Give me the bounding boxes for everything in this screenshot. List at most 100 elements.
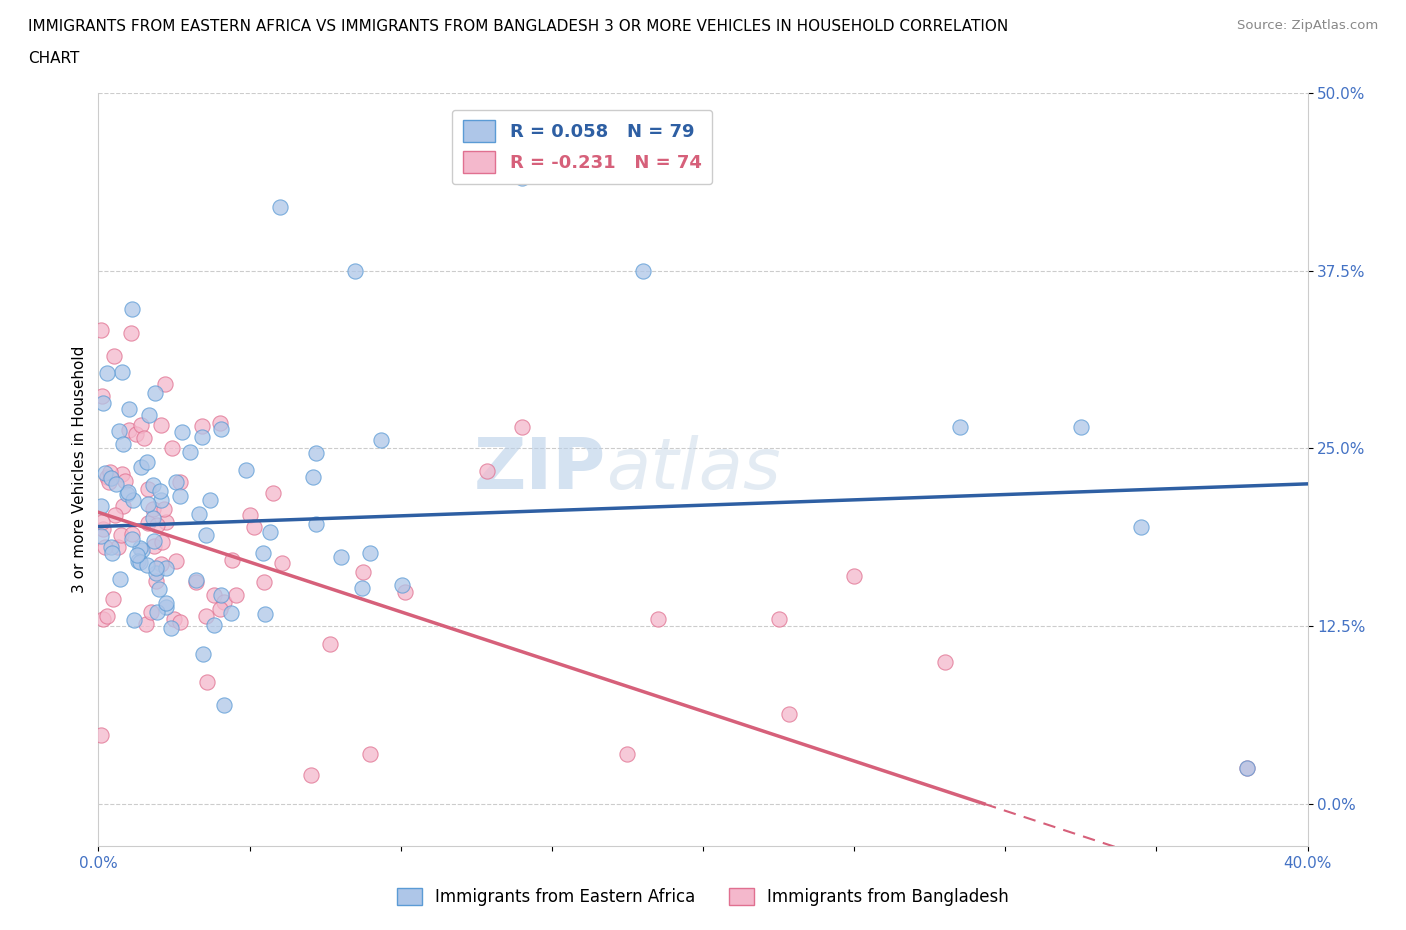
Point [169, 489, 191, 504]
Point [90, 389, 112, 404]
Y-axis label: 3 or more Vehicles in Household: 3 or more Vehicles in Household [72, 346, 87, 593]
Point [103, 507, 125, 522]
Point [1236, 761, 1258, 776]
Point [93, 466, 115, 481]
Point [221, 552, 243, 567]
Point [305, 445, 328, 460]
Point [145, 574, 167, 589]
Point [131, 543, 153, 558]
Legend: Immigrants from Eastern Africa, Immigrants from Bangladesh: Immigrants from Eastern Africa, Immigran… [391, 881, 1015, 912]
Point [350, 580, 373, 595]
Point [254, 607, 277, 622]
Point [111, 436, 134, 451]
Point [202, 588, 225, 603]
Point [110, 528, 132, 543]
Point [155, 561, 177, 576]
Point [169, 475, 191, 490]
Point [115, 486, 138, 501]
Point [370, 432, 392, 447]
Point [510, 419, 533, 434]
Point [91, 522, 114, 537]
Point [155, 599, 177, 614]
Point [475, 463, 498, 478]
Point [128, 540, 150, 555]
Point [117, 485, 139, 499]
Point [252, 546, 274, 561]
Point [153, 376, 176, 391]
Text: atlas: atlas [606, 435, 780, 504]
Point [299, 768, 322, 783]
Point [779, 707, 801, 722]
Point [616, 747, 638, 762]
Point [121, 492, 143, 507]
Point [187, 507, 209, 522]
Point [269, 199, 291, 214]
Point [235, 462, 257, 477]
Point [93, 395, 115, 410]
Point [96, 609, 118, 624]
Point [136, 557, 159, 572]
Point [107, 539, 129, 554]
Point [145, 561, 167, 576]
Point [259, 525, 281, 539]
Point [195, 674, 218, 689]
Point [114, 473, 136, 488]
Point [105, 476, 128, 491]
Point [129, 555, 152, 570]
Point [190, 430, 212, 445]
Point [129, 418, 152, 432]
Point [352, 565, 374, 579]
Point [190, 418, 212, 433]
Point [100, 546, 122, 561]
Point [90, 727, 112, 742]
Point [394, 584, 416, 599]
Point [122, 613, 145, 628]
Point [100, 539, 122, 554]
Text: ZIP: ZIP [474, 435, 606, 504]
Point [165, 553, 187, 568]
Point [155, 514, 177, 529]
Point [163, 612, 186, 627]
Point [160, 441, 183, 456]
Point [100, 464, 122, 479]
Point [125, 427, 148, 442]
Point [136, 496, 159, 511]
Point [202, 618, 225, 632]
Point [214, 698, 236, 712]
Point [149, 418, 172, 432]
Point [165, 474, 187, 489]
Point [949, 419, 972, 434]
Point [253, 574, 276, 589]
Point [139, 604, 162, 619]
Point [136, 515, 159, 530]
Point [1130, 519, 1153, 534]
Point [359, 545, 381, 560]
Point [121, 526, 143, 541]
Point [1070, 419, 1092, 434]
Point [1236, 761, 1258, 776]
Point [330, 550, 353, 565]
Point [142, 501, 165, 516]
Point [111, 365, 134, 379]
Point [103, 349, 125, 364]
Point [169, 615, 191, 630]
Point [149, 484, 172, 498]
Point [159, 621, 181, 636]
Point [103, 591, 125, 606]
Point [138, 407, 160, 422]
Point [142, 511, 165, 525]
Point [152, 501, 174, 516]
Point [118, 423, 141, 438]
Point [121, 301, 143, 316]
Text: IMMIGRANTS FROM EASTERN AFRICA VS IMMIGRANTS FROM BANGLADESH 3 OR MORE VEHICLES : IMMIGRANTS FROM EASTERN AFRICA VS IMMIGR… [28, 19, 1008, 33]
Point [305, 516, 328, 531]
Point [239, 508, 262, 523]
Point [214, 595, 236, 610]
Point [121, 532, 143, 547]
Point [129, 459, 152, 474]
Point [90, 322, 112, 337]
Point [90, 529, 112, 544]
Point [243, 519, 266, 534]
Point [100, 471, 122, 485]
Text: CHART: CHART [28, 51, 80, 66]
